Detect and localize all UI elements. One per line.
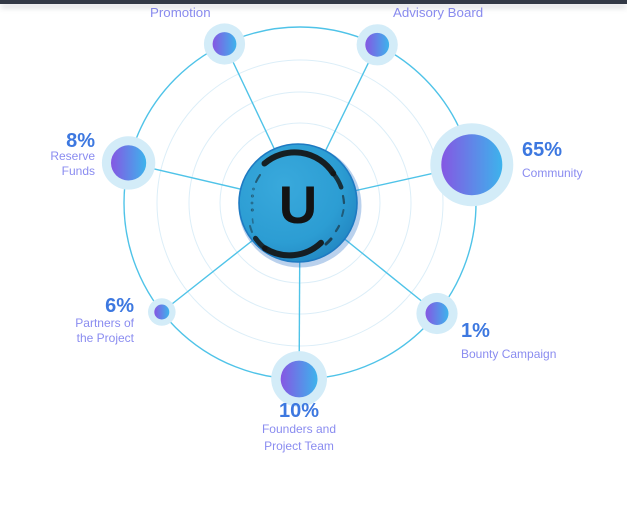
svg-text:Bounty Campaign: Bounty Campaign — [461, 347, 556, 361]
svg-text:10%: 10% — [279, 400, 319, 422]
svg-text:6%: 6% — [105, 295, 134, 317]
svg-text:Partners of: Partners of — [75, 316, 134, 330]
svg-text:U: U — [279, 176, 317, 235]
svg-text:Promotion: Promotion — [150, 5, 211, 20]
svg-text:Project Team: Project Team — [264, 439, 334, 453]
svg-text:Advisory Board: Advisory Board — [393, 5, 483, 20]
svg-text:the Project: the Project — [77, 331, 135, 345]
svg-text:Community: Community — [522, 166, 583, 180]
svg-text:65%: 65% — [522, 139, 562, 161]
svg-text:Reserve: Reserve — [50, 149, 95, 163]
svg-text:Funds: Funds — [62, 164, 95, 178]
svg-text:Founders and: Founders and — [262, 422, 336, 436]
svg-text:1%: 1% — [461, 320, 490, 342]
